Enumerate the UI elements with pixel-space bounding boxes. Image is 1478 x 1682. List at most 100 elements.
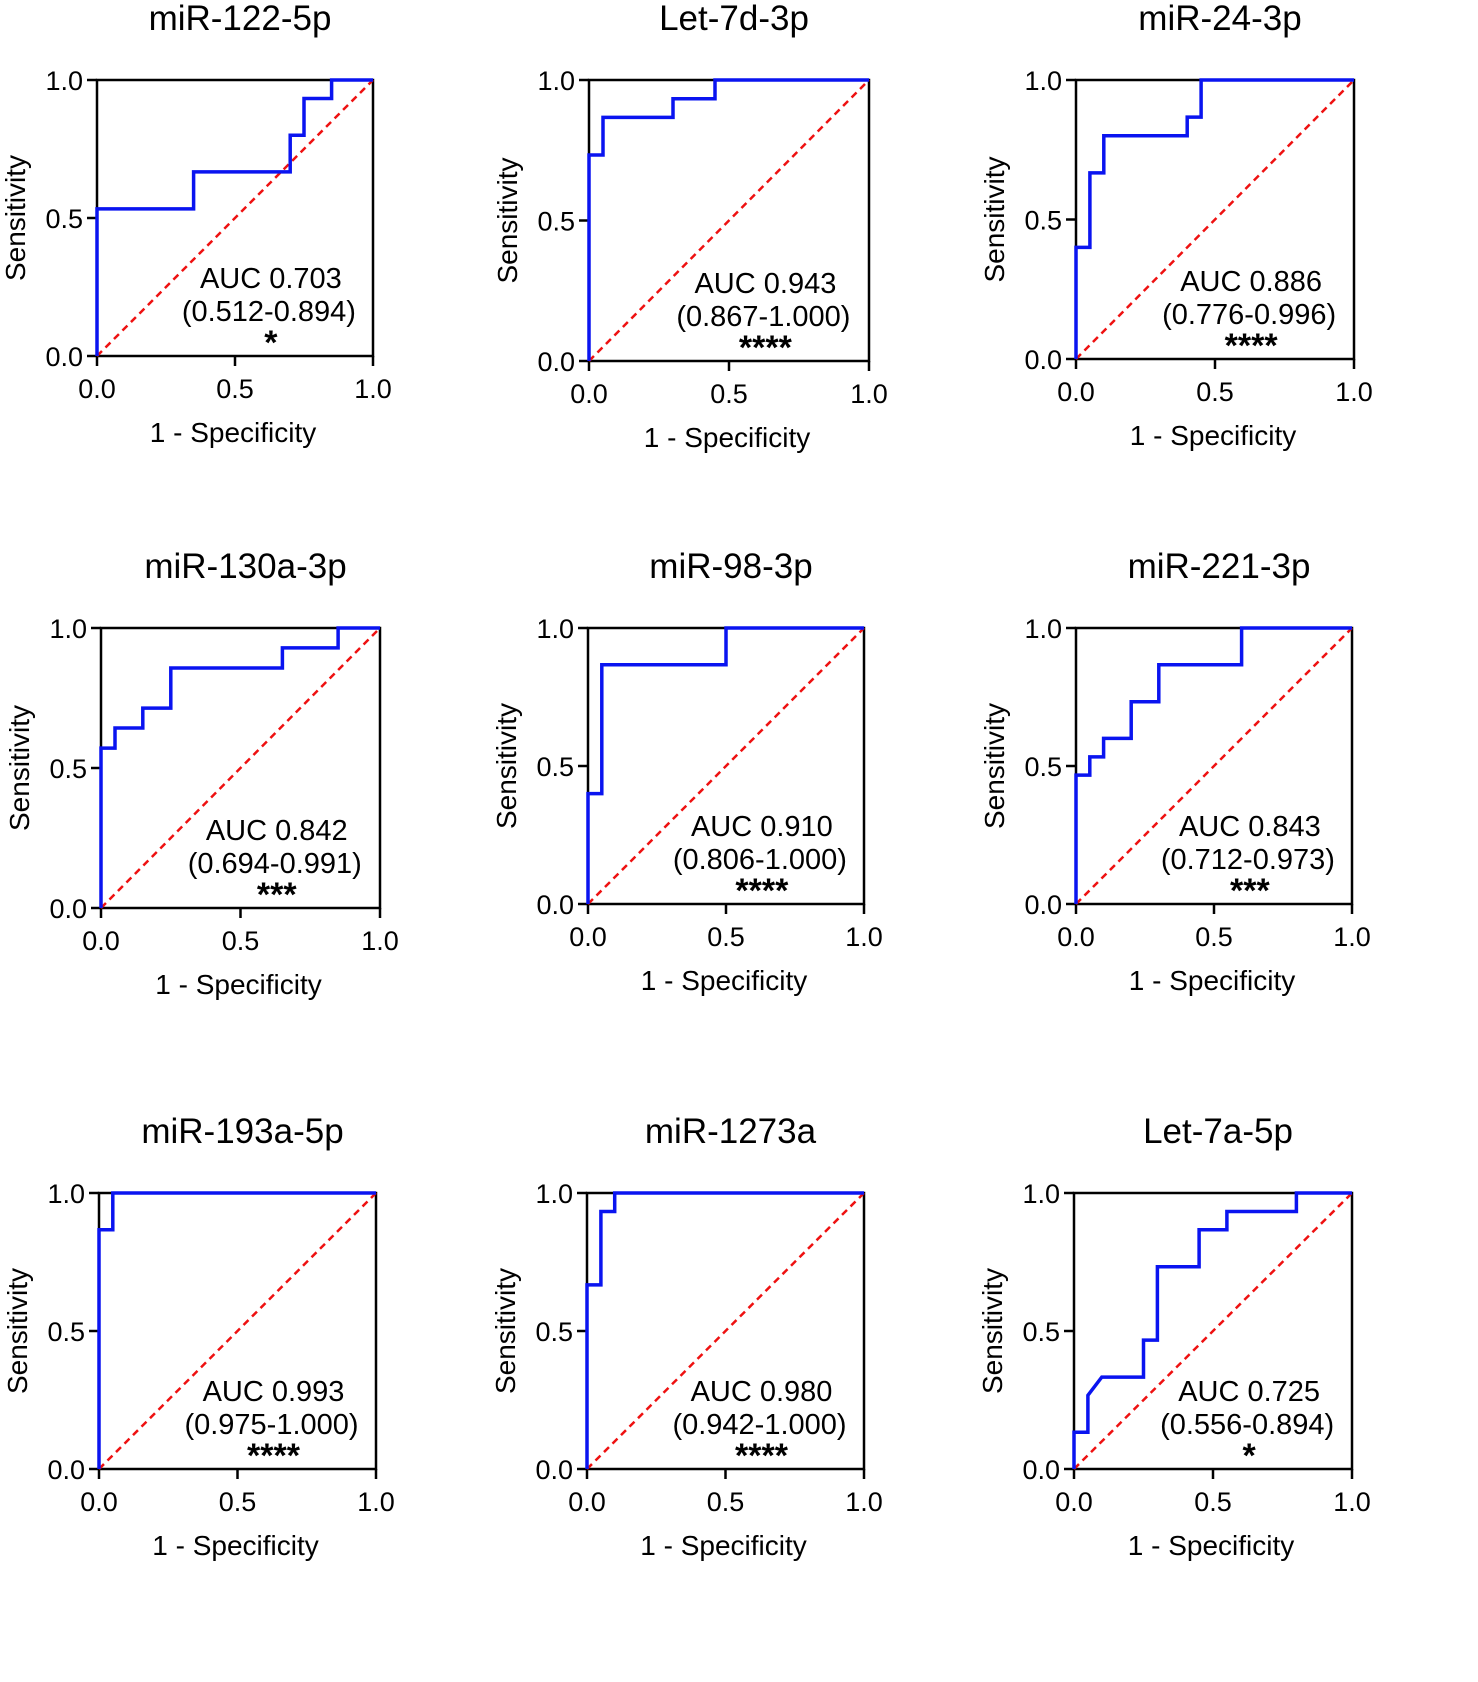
auc-value: AUC 0.910 (691, 811, 833, 843)
auc-value: AUC 0.725 (1178, 1376, 1320, 1408)
y-axis-label: Sensitivity (4, 705, 35, 831)
y-axis-label: Sensitivity (491, 703, 522, 829)
y-tick-label: 0.0 (1024, 890, 1062, 920)
y-tick-label: 1.0 (45, 66, 83, 96)
panel-title: miR-122-5p (149, 0, 332, 38)
roc-panel: Let-7a-5p 0.00.0 0.5 0.5 1.0 1.0 1 - Specifici… (977, 1112, 1371, 1561)
y-tick-label: 0.0 (1024, 345, 1062, 375)
x-tick-label: 0.5 (710, 379, 748, 409)
roc-curve (585, 1191, 864, 1469)
y-axis-label: Sensitivity (979, 156, 1010, 282)
y-tick-label: 0.5 (1024, 206, 1062, 236)
significance-stars: *** (1230, 872, 1270, 910)
x-tick-label: 0.5 (1196, 377, 1234, 407)
y-tick-label: 0.5 (536, 752, 574, 782)
roc-curve (95, 78, 373, 356)
y-tick-label: 0.5 (47, 1317, 85, 1347)
y-tick-label: 0.0 (535, 1455, 573, 1485)
significance-stars: *** (257, 876, 297, 914)
roc-panel: miR-221-3p 0.00.0 0.5 0.5 1.0 1.0 1 - Specific… (979, 547, 1371, 996)
auc-ci: (0.806-1.000) (673, 844, 847, 876)
x-tick-label: 1.0 (1335, 377, 1373, 407)
x-tick-label: 1.0 (850, 379, 888, 409)
y-tick-label: 0.0 (1022, 1455, 1060, 1485)
x-tick-label: 1.0 (354, 374, 392, 404)
y-axis-label: Sensitivity (490, 1268, 521, 1394)
x-tick-label: 1.0 (845, 1487, 883, 1517)
auc-value: AUC 0.886 (1180, 266, 1322, 298)
auc-value: AUC 0.943 (694, 268, 836, 300)
auc-value: AUC 0.993 (203, 1376, 345, 1408)
y-axis-label: Sensitivity (2, 1268, 33, 1394)
roc-curve (587, 78, 869, 361)
significance-stars: **** (735, 872, 789, 910)
panel-title: miR-98-3p (649, 547, 812, 586)
x-axis-label: 1 - Specificity (641, 965, 808, 996)
panel-title: miR-1273a (645, 1112, 817, 1151)
x-tick-label: 1.0 (845, 922, 883, 952)
significance-stars: **** (1225, 327, 1279, 365)
panel-title: miR-193a-5p (141, 1112, 343, 1151)
auc-value: AUC 0.703 (200, 263, 342, 295)
y-tick-label: 1.0 (1024, 614, 1062, 644)
auc-ci: (0.694-0.991) (188, 848, 362, 880)
roc-curve (586, 626, 864, 904)
significance-stars: **** (247, 1437, 301, 1475)
roc-panel: miR-98-3p 0.00.0 0.5 0.5 1.0 1.0 1 - Specifici… (491, 547, 883, 996)
roc-panel: miR-130a-3p 0.00.0 0.5 0.5 1.0 1.0 1 - Specifi… (4, 547, 399, 1000)
reference-line (587, 627, 865, 905)
x-tick-label: 0.0 (82, 926, 120, 956)
y-tick-label: 0.5 (1024, 752, 1062, 782)
roc-panel: miR-24-3p 0.00.0 0.5 0.5 1.0 1.0 1 - Specifici… (979, 0, 1373, 451)
y-axis-label: Sensitivity (979, 703, 1010, 829)
x-tick-label: 0.0 (1055, 1487, 1093, 1517)
y-tick-label: 1.0 (49, 614, 87, 644)
x-tick-label: 0.0 (78, 374, 116, 404)
y-tick-label: 1.0 (47, 1179, 85, 1209)
significance-stars: **** (735, 1437, 789, 1475)
y-tick-label: 0.5 (45, 204, 83, 234)
x-tick-label: 0.5 (707, 1487, 745, 1517)
reference-line (96, 79, 374, 357)
x-axis-label: 1 - Specificity (644, 422, 811, 453)
x-tick-label: 0.5 (222, 926, 260, 956)
x-tick-label: 1.0 (361, 926, 399, 956)
y-tick-label: 1.0 (536, 614, 574, 644)
x-tick-label: 1.0 (1333, 1487, 1371, 1517)
y-tick-label: 0.0 (45, 342, 83, 372)
reference-line (588, 79, 870, 362)
x-tick-label: 0.5 (1194, 1487, 1232, 1517)
auc-ci: (0.975-1.000) (184, 1409, 358, 1441)
panel-title: Let-7d-3p (659, 0, 809, 38)
x-tick-label: 1.0 (1333, 922, 1371, 952)
x-tick-label: 0.0 (1057, 922, 1095, 952)
reference-line (1075, 627, 1353, 905)
x-axis-label: 1 - Specificity (155, 969, 322, 1000)
significance-stars: * (264, 324, 278, 362)
significance-stars: **** (739, 329, 793, 367)
panel-title: Let-7a-5p (1143, 1112, 1293, 1151)
y-tick-label: 0.5 (49, 754, 87, 784)
reference-line (1073, 1192, 1353, 1470)
y-tick-label: 0.5 (537, 207, 575, 237)
reference-line (586, 1192, 865, 1470)
y-tick-label: 0.5 (1022, 1317, 1060, 1347)
x-tick-label: 0.0 (80, 1487, 118, 1517)
roc-curve (1074, 626, 1352, 904)
roc-panel: miR-122-5p 0.00.0 0.5 0.5 1.0 1.0 1 - Specific… (0, 0, 392, 448)
x-tick-label: 0.5 (219, 1487, 257, 1517)
x-tick-label: 0.5 (216, 374, 254, 404)
roc-panel: miR-193a-5p 0.00.0 0.5 0.5 1.0 1.0 1 - Specifi… (2, 1112, 395, 1561)
panel-title: miR-221-3p (1128, 547, 1311, 586)
y-tick-label: 0.5 (535, 1317, 573, 1347)
x-axis-label: 1 - Specificity (640, 1530, 807, 1561)
roc-curve (1072, 1191, 1352, 1469)
y-tick-label: 0.0 (536, 890, 574, 920)
x-tick-label: 0.0 (570, 379, 608, 409)
reference-line (1075, 79, 1355, 360)
auc-value: AUC 0.980 (691, 1376, 833, 1408)
auc-ci: (0.867-1.000) (676, 301, 850, 333)
reference-line (100, 627, 381, 909)
y-tick-label: 0.0 (47, 1455, 85, 1485)
